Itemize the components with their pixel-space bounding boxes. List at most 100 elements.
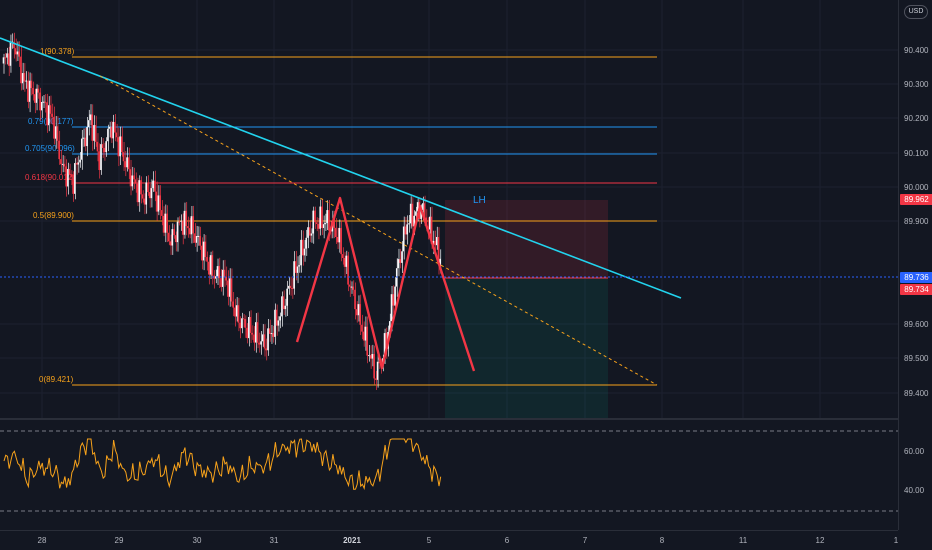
candle-body bbox=[115, 132, 118, 138]
candle-body bbox=[300, 239, 302, 266]
candle-body bbox=[194, 233, 196, 243]
candle-body bbox=[225, 276, 227, 281]
candle-body bbox=[397, 259, 400, 269]
candle-body bbox=[77, 162, 80, 165]
candle-body bbox=[275, 309, 278, 326]
candle-body bbox=[284, 305, 287, 310]
candle-body bbox=[107, 128, 109, 142]
candle-body bbox=[355, 309, 358, 316]
candle-body bbox=[65, 166, 67, 187]
candle-body bbox=[352, 286, 354, 290]
time-tick: 7 bbox=[582, 536, 588, 545]
candle-body bbox=[315, 222, 318, 225]
candle-body bbox=[237, 305, 240, 323]
candle-body bbox=[27, 80, 29, 102]
candle-body bbox=[307, 227, 309, 238]
candle-body bbox=[303, 248, 306, 256]
candle-body bbox=[416, 202, 419, 212]
rsi-pane[interactable] bbox=[0, 420, 898, 530]
time-tick: 30 bbox=[192, 536, 202, 545]
candle-body bbox=[270, 333, 273, 335]
candle-body bbox=[63, 163, 66, 167]
candle-body bbox=[148, 192, 151, 199]
candle-body bbox=[100, 144, 102, 171]
currency-badge[interactable]: USD bbox=[904, 5, 928, 19]
candle-body bbox=[415, 211, 417, 216]
candle-body bbox=[21, 73, 24, 84]
candle-body bbox=[67, 168, 69, 187]
candle-body bbox=[281, 296, 283, 317]
candle-body bbox=[46, 102, 48, 126]
candle-body bbox=[86, 127, 88, 147]
candle-body bbox=[173, 229, 175, 236]
candle-body bbox=[49, 105, 52, 114]
candle-body bbox=[110, 126, 113, 139]
candle-body bbox=[74, 163, 76, 194]
candle-body bbox=[16, 51, 19, 55]
candle-body bbox=[166, 213, 168, 233]
candle-body bbox=[333, 221, 335, 228]
candle-body bbox=[32, 88, 34, 95]
candle-body bbox=[103, 147, 106, 153]
candle-body bbox=[234, 307, 236, 317]
pane-divider[interactable] bbox=[0, 418, 898, 420]
price-tick: 90.000 bbox=[904, 183, 929, 192]
candle-body bbox=[322, 224, 325, 229]
candle-body bbox=[70, 174, 73, 176]
price-tick: 90.200 bbox=[904, 114, 929, 123]
time-tick-year: 2021 bbox=[343, 536, 361, 545]
candle-body bbox=[169, 241, 172, 246]
candle-body bbox=[40, 101, 43, 111]
candle-body bbox=[267, 328, 269, 351]
candle-body bbox=[105, 141, 107, 153]
candle-body bbox=[178, 221, 180, 223]
candle-body bbox=[312, 210, 314, 234]
candle-body bbox=[199, 235, 201, 246]
candle-body bbox=[274, 309, 276, 337]
candle-body bbox=[409, 203, 412, 224]
candle-body bbox=[434, 240, 436, 246]
candle-body bbox=[108, 126, 111, 129]
candle-body bbox=[402, 226, 405, 252]
candle-body bbox=[279, 316, 281, 321]
candle-body bbox=[242, 318, 245, 320]
candle-body bbox=[39, 92, 41, 111]
time-axis[interactable]: 28 29 30 31 2021 5 6 7 8 11 12 1 bbox=[0, 530, 898, 550]
candle-body bbox=[223, 269, 226, 277]
candle-body bbox=[293, 261, 295, 289]
candle-body bbox=[129, 169, 132, 187]
candle-body bbox=[127, 157, 130, 170]
candle-body bbox=[35, 88, 38, 103]
candle-body bbox=[218, 266, 221, 279]
candle-body bbox=[430, 216, 433, 245]
candle-body bbox=[117, 137, 120, 157]
candle-body bbox=[376, 361, 379, 380]
candle-body bbox=[378, 361, 381, 364]
candle-body bbox=[399, 259, 401, 263]
candle-body bbox=[124, 161, 127, 168]
candle-body bbox=[277, 320, 280, 326]
candle-body bbox=[296, 266, 299, 273]
candle-body bbox=[192, 216, 194, 234]
candle-body bbox=[7, 53, 10, 66]
candle-body bbox=[401, 251, 403, 263]
candle-body bbox=[321, 206, 323, 229]
candle-body bbox=[388, 321, 391, 332]
price-chart-pane[interactable]: 1(90.378)0.79(90.177)0.705(90.096)0.618(… bbox=[0, 0, 898, 418]
candle-body bbox=[235, 305, 238, 317]
candle-body bbox=[326, 210, 328, 224]
projection-line bbox=[99, 75, 658, 386]
candle-body bbox=[143, 198, 146, 205]
candle-body bbox=[37, 88, 40, 93]
candle-body bbox=[340, 228, 342, 255]
candle-body bbox=[183, 210, 186, 235]
candle-body bbox=[136, 183, 139, 203]
candle-body bbox=[68, 168, 71, 175]
candle-body bbox=[308, 227, 311, 236]
candle-body bbox=[310, 233, 313, 236]
candle-body bbox=[347, 255, 349, 285]
price-axis[interactable]: 90.400 90.300 90.200 90.100 90.000 89.90… bbox=[898, 0, 932, 530]
candle-body bbox=[211, 255, 214, 276]
candle-body bbox=[408, 223, 410, 225]
